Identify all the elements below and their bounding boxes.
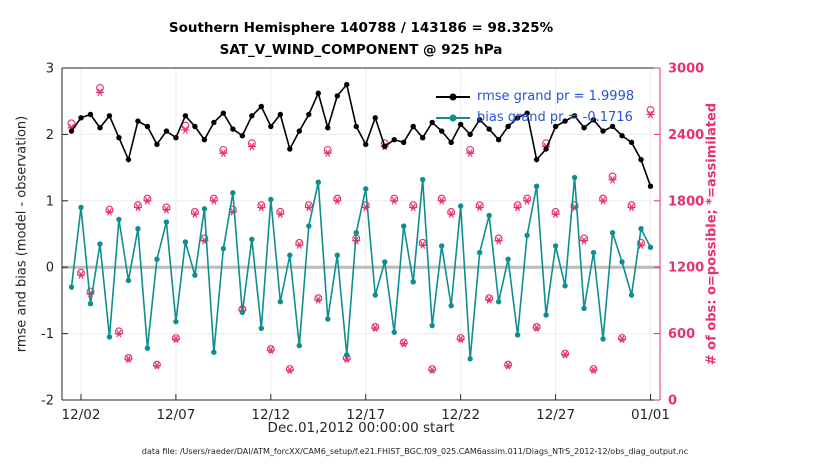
svg-text:12/07: 12/07 xyxy=(156,407,195,423)
axes: -2 -1 0 1 2 3 0 600 1200 1800 2400 3000 12/02 12/07 12… xyxy=(41,62,704,424)
legend-label-rmse: rmse grand pr = 1.9998 xyxy=(477,89,635,104)
x-axis-label: Dec.01,2012 00:00:00 start xyxy=(267,420,455,436)
rmse-series xyxy=(68,81,654,189)
svg-text:1800: 1800 xyxy=(668,194,704,209)
svg-text:600: 600 xyxy=(668,327,695,342)
legend-item-rmse: rmse grand pr = 1.9998 xyxy=(436,86,634,107)
svg-text:12/12: 12/12 xyxy=(251,407,290,423)
bias-series xyxy=(68,174,654,362)
legend-dot-rmse-icon xyxy=(449,93,457,100)
legend-line-rmse-icon xyxy=(436,93,470,100)
legend-dot-bias-icon xyxy=(449,114,457,121)
legend-item-bias: bias grand pr = -0.1716 xyxy=(436,107,634,128)
svg-text:1200: 1200 xyxy=(668,261,704,276)
svg-text:-1: -1 xyxy=(41,327,54,342)
data-file-caption: data file: /Users/raeder/DAI/ATM_forcXX/… xyxy=(141,447,689,456)
legend-label-bias: bias grand pr = -0.1716 xyxy=(477,110,633,125)
svg-text:-2: -2 xyxy=(41,394,54,409)
svg-text:01/01: 01/01 xyxy=(631,407,670,423)
legend-line-bias-icon xyxy=(436,114,470,121)
svg-text:0: 0 xyxy=(668,394,677,409)
legend: rmse grand pr = 1.9998 bias grand pr = -… xyxy=(436,86,634,128)
svg-text:3: 3 xyxy=(46,62,54,77)
svg-text:12/27: 12/27 xyxy=(536,407,575,423)
svg-text:0: 0 xyxy=(46,261,54,276)
svg-text:3000: 3000 xyxy=(668,62,704,77)
svg-text:12/17: 12/17 xyxy=(346,407,385,423)
chart-title-line1: Southern Hemisphere 140788 / 143186 = 98… xyxy=(168,20,554,36)
y-axis-label-right: # of obs: o=possible; *=assimilated xyxy=(704,102,720,366)
svg-text:2400: 2400 xyxy=(668,128,704,143)
svg-text:12/22: 12/22 xyxy=(441,407,480,423)
y-axis-label-left: rmse and bias (model - observation) xyxy=(14,115,30,353)
svg-text:2: 2 xyxy=(46,128,54,143)
svg-text:1: 1 xyxy=(46,194,54,209)
svg-text:12/02: 12/02 xyxy=(62,407,101,423)
chart-title-line2: SAT_V_WIND_COMPONENT @ 925 hPa xyxy=(219,42,503,58)
